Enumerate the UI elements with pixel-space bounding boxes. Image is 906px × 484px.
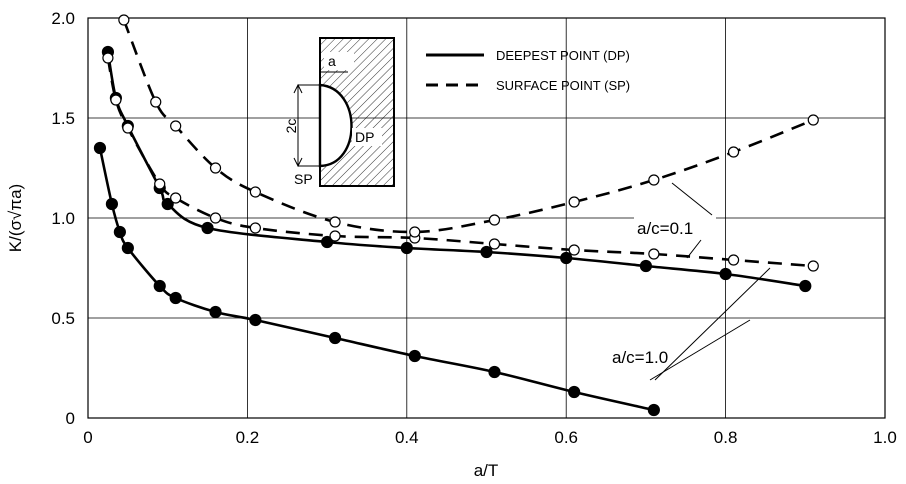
data-point-filled [488,365,501,379]
x-ticks: 0 0.2 0.4 0.6 0.8 1.0 [83,428,897,447]
data-point-open [118,14,130,26]
x-tick-label: 0 [83,428,92,447]
data-point-filled [209,305,222,319]
y-tick-label: 1.5 [51,109,75,128]
data-point-filled [153,279,166,293]
data-point-open [727,146,740,158]
data-point-open [807,260,819,272]
data-point-open [209,212,222,224]
legend: DEEPEST POINT (DP) SURFACE POINT (SP) [426,48,630,93]
y-tick-label: 0 [66,409,75,428]
data-point-filled [113,225,126,239]
data-point-open [329,216,341,228]
y-ticks: 0 0.5 1.0 1.5 2.0 [51,9,75,428]
data-point-open [150,96,162,108]
annotations: a/c=0.1 a/c=1.0 [610,182,771,381]
data-point-filled [328,331,342,345]
data-point-open [102,52,114,64]
data-point-filled [568,385,581,399]
annotation-ratio-01-leader-dp [686,239,702,259]
series-line [98,147,655,412]
series-layer [93,14,819,417]
data-point-filled [161,197,174,211]
data-point-filled [480,245,493,259]
plot-frame [87,17,886,419]
data-point-open [807,114,819,126]
annotation-ratio-01: a/c=0.1 [637,219,693,238]
inset-a-label: a [328,53,336,69]
data-point-open [648,248,660,260]
data-point-filled [719,267,732,281]
data-point-open [488,214,501,226]
annotation-ratio-10-leader-sp [654,267,771,381]
data-point-open [170,120,182,132]
legend-label-surface-point: SURFACE POINT (SP) [496,78,630,93]
grid [88,18,885,418]
data-point-open [727,254,740,266]
data-point-filled [93,141,107,155]
data-point-open [329,230,341,242]
data-point-filled [321,235,334,249]
data-point-open [209,162,222,174]
x-tick-label: 0.2 [236,428,260,447]
inset-a-label-bg [324,52,354,70]
data-point-filled [249,313,262,327]
data-point-open [488,238,501,250]
data-point-filled [560,251,573,265]
inset-sp-label: SP [294,171,313,187]
y-axis-label: K/(σ√πa) [6,184,25,252]
data-point-open [648,174,660,186]
y-tick-label: 2.0 [51,9,75,28]
data-point-open [154,178,166,190]
data-point-open [249,222,261,234]
data-point-open [409,226,421,238]
legend-label-deepest-point: DEEPEST POINT (DP) [496,48,630,63]
annotation-ratio-01-leader-sp [671,182,713,216]
data-point-open [249,186,261,198]
annotation-ratio-10-leader-dp [649,319,751,381]
series-line [122,19,814,234]
x-axis-label: a/T [474,461,499,480]
y-tick-label: 1.0 [51,209,75,228]
y-tick-label: 0.5 [51,309,75,328]
annotation-ratio-01-bg [634,217,716,239]
data-point-filled [201,221,214,235]
x-tick-label: 0.4 [395,428,419,447]
data-point-open [122,122,134,134]
annotation-ratio-10-bg [610,346,692,368]
data-point-filled [408,349,421,363]
data-point-filled [105,197,119,211]
x-tick-label: 0.8 [714,428,738,447]
inset-2c-label: 2c [283,119,299,134]
x-tick-label: 1.0 [873,428,897,447]
data-point-open [568,244,580,256]
data-point-open [568,196,580,208]
annotation-ratio-10: a/c=1.0 [612,348,668,367]
data-point-filled [799,279,812,293]
inset-crack-diagram: a 2c DP SP [283,37,395,187]
data-point-filled [647,403,660,417]
inset-dp-label-bg [352,128,382,146]
data-point-filled [169,291,182,305]
inset-dp-label: DP [355,129,374,145]
inset-crack [318,83,353,168]
data-point-filled [639,259,653,273]
data-point-open [110,94,122,106]
data-point-filled [400,241,413,255]
x-tick-label: 0.6 [554,428,578,447]
data-point-open [170,192,182,204]
data-point-filled [121,241,134,255]
